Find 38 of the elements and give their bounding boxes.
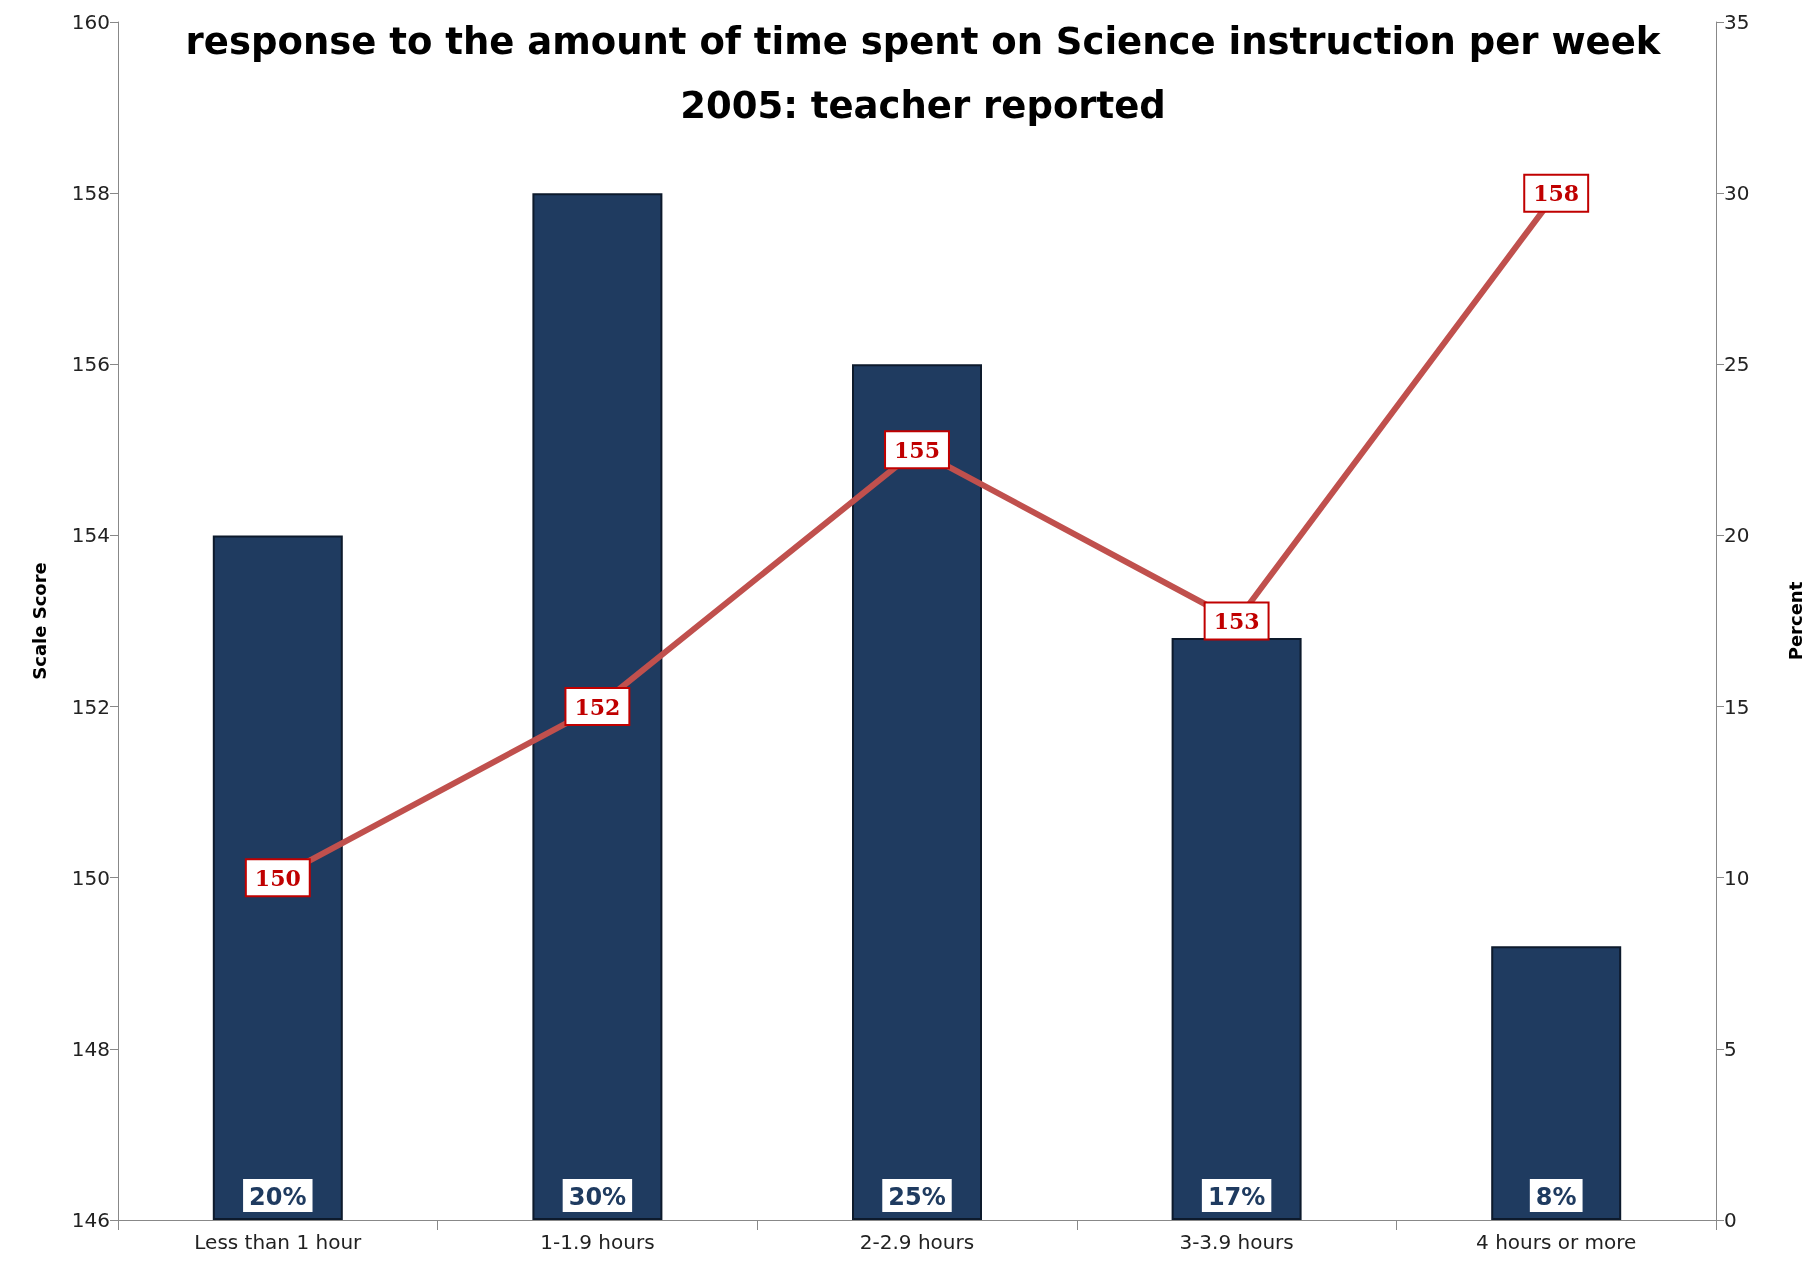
y-tick-label: 158 (71, 181, 110, 206)
y-tick-label: 146 (71, 1208, 110, 1232)
text: response to the amount of time spent on Science instruction per week 2005: teacher reported (185, 19, 1662, 127)
y-tick-label: 150 (71, 865, 110, 890)
data-label: 150 (254, 864, 301, 891)
data-label: 158 (1533, 180, 1580, 207)
bar (532, 193, 663, 1220)
y2-tick-label: 5 (1724, 1036, 1737, 1061)
y-tick-label: 152 (71, 694, 110, 719)
data-label: 152 (574, 693, 621, 720)
x-tick-label: 1-1.9 hours (540, 1230, 655, 1254)
x-tick-label: 3-3.9 hours (1179, 1230, 1294, 1254)
data-label: 8% (1535, 1183, 1577, 1211)
y-tick-label: 154 (71, 523, 110, 548)
bar (852, 364, 982, 1220)
y2-tick-label: 20 (1724, 523, 1750, 548)
y-tick-label: 160 (71, 10, 110, 34)
data-label: 155 (894, 436, 940, 463)
data-label: 25% (888, 1183, 946, 1211)
y2-tick-label: 10 (1724, 865, 1750, 890)
x-tick-label: Less than 1 hour (194, 1230, 363, 1254)
x-tick-label: 2-2.9 hours (859, 1230, 975, 1254)
bar (1491, 946, 1622, 1220)
bar (212, 535, 343, 1220)
y2-tick-label: 25 (1724, 352, 1750, 377)
y-axis-title: Scale Score (28, 562, 50, 680)
y2-tick-label: 35 (1724, 10, 1750, 34)
data-label: 30% (568, 1183, 627, 1211)
data-label: 153 (1213, 608, 1260, 634)
y2-axis-title: Percent (1784, 581, 1806, 661)
y2-tick-label: 30 (1724, 181, 1750, 206)
data-label: 17% (1207, 1183, 1266, 1211)
y-tick-label: 148 (71, 1036, 110, 1061)
y-tick-label: 156 (71, 352, 110, 377)
y2-tick-label: 15 (1724, 694, 1750, 719)
data-label: 20% (249, 1183, 307, 1211)
y2-tick-label: 0 (1724, 1208, 1737, 1232)
x-tick-label: 4 hours or more (1476, 1230, 1637, 1254)
